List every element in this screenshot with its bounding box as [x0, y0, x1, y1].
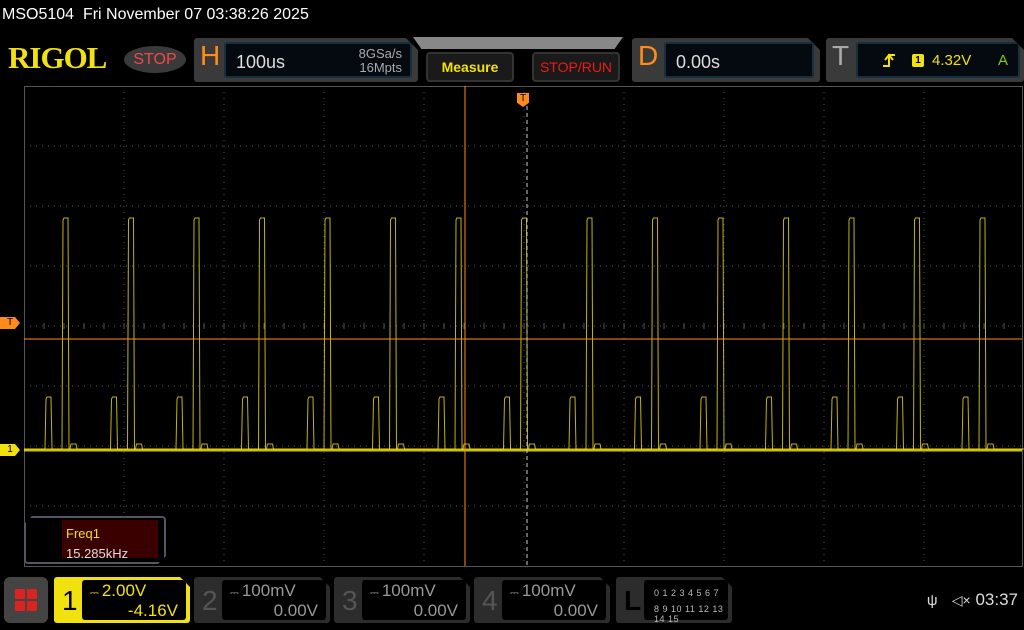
channel1-offset-marker[interactable]: 1 — [0, 444, 20, 456]
channel-1-panel[interactable]: 1 ⎓ 2.00V -4.16V — [54, 577, 190, 623]
channel-1-trace — [24, 217, 1024, 450]
trigger-source: 1 — [912, 54, 924, 67]
trigger-level: 4.32V — [932, 52, 972, 69]
trigger-position-marker[interactable]: T — [517, 93, 529, 107]
logic-bits-row1: 0 1 2 3 4 5 6 7 — [654, 588, 720, 598]
rigol-logo: RIGOL — [8, 40, 107, 75]
speaker-muted-icon[interactable]: ◁× — [951, 592, 971, 608]
stop-run-button[interactable]: STOP/RUN — [532, 52, 620, 82]
dc-coupling-icon: ⎓ — [370, 587, 382, 599]
grid-menu-icon — [15, 589, 37, 611]
channel-number: 2 — [202, 585, 218, 616]
status-area: ψ ◁× 03:37 — [927, 590, 1018, 610]
run-state-badge[interactable]: STOP — [124, 46, 186, 73]
delay-panel[interactable]: D 0.00s — [632, 38, 820, 82]
delay-value: 0.00s — [676, 52, 721, 72]
logic-bits-row2: 8 9 10 11 12 13 14 15 — [654, 604, 724, 624]
channel-offset: 0.00V — [553, 601, 598, 620]
trigger-label: T — [832, 40, 850, 71]
channel-2-panel[interactable]: 2 ⎓ 100mV 0.00V — [194, 577, 330, 623]
channel-scale-value: 100mV — [241, 581, 296, 600]
channel-number: 1 — [62, 585, 78, 616]
main-menu-button[interactable] — [4, 577, 48, 623]
channel-scale-value: 2.00V — [101, 581, 147, 600]
channel-offset: 0.00V — [273, 601, 318, 620]
channel-number: 4 — [482, 585, 498, 616]
clock: 03:37 — [975, 590, 1018, 609]
logic-label: L — [624, 585, 642, 616]
datetime: Fri November 07 03:38:26 2025 — [82, 6, 309, 23]
usb-icon: ψ — [926, 592, 938, 609]
memory-depth: 16Mpts — [359, 60, 402, 75]
channel-4-panel[interactable]: 4 ⎓ 100mV 0.00V — [474, 577, 610, 623]
channel-scale-value: 100mV — [381, 581, 436, 600]
memory-position-strip[interactable] — [413, 37, 623, 49]
channel-offset: 0.00V — [413, 601, 458, 620]
model-name: MSO5104 — [2, 6, 75, 23]
horizontal-panel[interactable]: H 100us 8GSa/s 16Mpts — [194, 38, 418, 82]
channel-scale: ⎓ 100mV — [510, 581, 576, 601]
channel-scale: ⎓ 100mV — [230, 581, 296, 601]
channel-number: 3 — [342, 585, 358, 616]
dc-coupling-icon: ⎓ — [510, 587, 522, 599]
logic-panel[interactable]: L 0 1 2 3 4 5 6 7 8 9 10 11 12 13 14 15 — [616, 577, 732, 623]
channel-scale-value: 100mV — [521, 581, 576, 600]
trigger-mode: A — [997, 52, 1008, 69]
horizontal-label: H — [200, 40, 221, 71]
delay-label: D — [638, 40, 659, 71]
trigger-level-marker[interactable]: T — [0, 317, 20, 329]
timebase: 100us — [236, 52, 286, 72]
measurement-name: Freq1 — [66, 526, 100, 541]
waveform-display[interactable] — [24, 86, 1024, 568]
channel-offset: -4.16V — [127, 601, 178, 620]
measure-button[interactable]: Measure — [426, 52, 514, 82]
sample-rate: 8GSa/s — [358, 46, 402, 61]
trigger-panel[interactable]: T 1 4.32V A — [826, 38, 1024, 82]
measurement-value: 15.285kHz — [66, 546, 129, 561]
measurement-freq1[interactable]: Freq1 15.285kHz — [24, 516, 166, 564]
dc-coupling-icon: ⎓ — [90, 587, 102, 599]
dc-coupling-icon: ⎓ — [230, 587, 242, 599]
channel-3-panel[interactable]: 3 ⎓ 100mV 0.00V — [334, 577, 470, 623]
channel-scale: ⎓ 2.00V — [90, 581, 146, 601]
title-bar: MSO5104 Fri November 07 03:38:26 2025 — [2, 6, 309, 24]
channel-scale: ⎓ 100mV — [370, 581, 436, 601]
rising-edge-icon — [882, 52, 896, 70]
